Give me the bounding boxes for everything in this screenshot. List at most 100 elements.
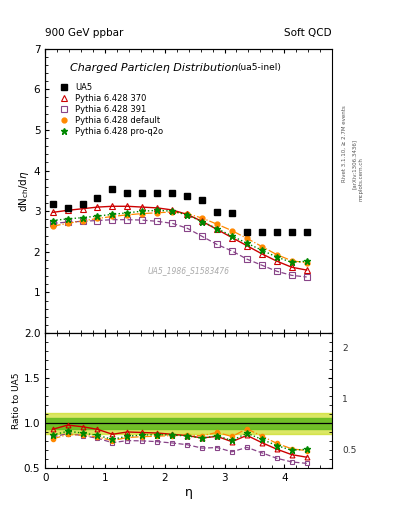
Pythia 6.428 370	[95, 204, 100, 210]
Line: Pythia 6.428 pro-q2o: Pythia 6.428 pro-q2o	[49, 207, 310, 266]
UA5	[185, 193, 189, 199]
Pythia 6.428 391	[110, 217, 115, 223]
Pythia 6.428 370	[110, 203, 115, 209]
Pythia 6.428 391	[155, 218, 160, 224]
Bar	[45, 413, 332, 434]
Line: Pythia 6.428 default: Pythia 6.428 default	[50, 209, 309, 265]
Pythia 6.428 370	[140, 204, 145, 210]
UA5	[140, 190, 145, 196]
Pythia 6.428 391	[289, 272, 294, 279]
Pythia 6.428 default	[244, 236, 249, 242]
Pythia 6.428 391	[125, 217, 130, 223]
Pythia 6.428 pro-q2o	[200, 219, 204, 225]
Text: Charged Particleη Distribution: Charged Particleη Distribution	[70, 63, 238, 73]
Text: 0.5: 0.5	[342, 446, 356, 455]
Pythia 6.428 default	[50, 223, 55, 229]
UA5	[65, 205, 70, 211]
Pythia 6.428 391	[185, 225, 189, 231]
Pythia 6.428 pro-q2o	[95, 213, 100, 219]
Pythia 6.428 370	[200, 218, 204, 224]
Text: 900 GeV ppbar: 900 GeV ppbar	[45, 28, 123, 38]
Pythia 6.428 default	[65, 220, 70, 226]
UA5	[304, 229, 309, 236]
Pythia 6.428 370	[215, 226, 219, 232]
Y-axis label: dN$_{\rm ch}$/d$\eta$: dN$_{\rm ch}$/d$\eta$	[17, 170, 31, 211]
Pythia 6.428 pro-q2o	[244, 240, 249, 246]
Text: UA5_1986_S1583476: UA5_1986_S1583476	[148, 266, 230, 275]
UA5	[125, 190, 130, 196]
X-axis label: η: η	[185, 486, 193, 499]
Text: mcplots.cern.ch: mcplots.cern.ch	[358, 157, 364, 201]
Pythia 6.428 pro-q2o	[80, 215, 85, 221]
Pythia 6.428 default	[170, 209, 174, 215]
Pythia 6.428 pro-q2o	[304, 258, 309, 264]
Pythia 6.428 370	[65, 207, 70, 214]
UA5	[215, 209, 219, 215]
UA5	[274, 229, 279, 236]
Pythia 6.428 391	[304, 274, 309, 280]
Pythia 6.428 391	[244, 256, 249, 262]
Pythia 6.428 370	[289, 264, 294, 270]
Text: 1: 1	[342, 395, 348, 404]
UA5	[50, 201, 55, 207]
Pythia 6.428 default	[304, 260, 309, 266]
UA5	[200, 197, 204, 203]
Pythia 6.428 pro-q2o	[185, 212, 189, 218]
Pythia 6.428 370	[170, 207, 174, 213]
UA5	[170, 190, 174, 196]
Pythia 6.428 default	[80, 218, 85, 224]
Pythia 6.428 default	[230, 228, 234, 234]
Text: [arXiv:1306.3436]: [arXiv:1306.3436]	[352, 139, 357, 189]
Pythia 6.428 370	[259, 251, 264, 257]
UA5	[95, 195, 100, 201]
Pythia 6.428 default	[289, 258, 294, 264]
Pythia 6.428 391	[230, 248, 234, 254]
Pythia 6.428 pro-q2o	[215, 226, 219, 232]
Pythia 6.428 pro-q2o	[170, 208, 174, 214]
Pythia 6.428 391	[259, 262, 264, 268]
Line: Pythia 6.428 391: Pythia 6.428 391	[50, 217, 309, 280]
Pythia 6.428 391	[200, 233, 204, 240]
Pythia 6.428 391	[80, 218, 85, 224]
Pythia 6.428 default	[95, 216, 100, 222]
Pythia 6.428 370	[185, 211, 189, 218]
Text: 2: 2	[342, 344, 347, 353]
Pythia 6.428 pro-q2o	[125, 210, 130, 216]
Pythia 6.428 370	[155, 205, 160, 211]
Pythia 6.428 370	[80, 206, 85, 212]
Line: UA5: UA5	[50, 186, 310, 236]
Pythia 6.428 391	[65, 219, 70, 225]
Pythia 6.428 default	[110, 214, 115, 220]
Bar	[45, 418, 332, 429]
Pythia 6.428 370	[50, 209, 55, 216]
Pythia 6.428 370	[125, 203, 130, 209]
Pythia 6.428 default	[274, 251, 279, 258]
Pythia 6.428 default	[200, 215, 204, 221]
Pythia 6.428 default	[259, 243, 264, 249]
Pythia 6.428 370	[230, 234, 234, 241]
Text: Rivet 3.1.10, ≥ 2.7M events: Rivet 3.1.10, ≥ 2.7M events	[342, 105, 347, 182]
UA5	[155, 190, 160, 196]
Pythia 6.428 391	[170, 220, 174, 226]
Pythia 6.428 pro-q2o	[289, 259, 294, 265]
Pythia 6.428 pro-q2o	[140, 208, 145, 214]
Legend: UA5, Pythia 6.428 370, Pythia 6.428 391, Pythia 6.428 default, Pythia 6.428 pro-: UA5, Pythia 6.428 370, Pythia 6.428 391,…	[55, 81, 165, 138]
UA5	[244, 229, 249, 236]
Pythia 6.428 default	[185, 210, 189, 217]
Y-axis label: Ratio to UA5: Ratio to UA5	[12, 373, 21, 429]
UA5	[110, 186, 115, 192]
Text: (ua5-inel): (ua5-inel)	[237, 63, 281, 72]
Pythia 6.428 pro-q2o	[110, 211, 115, 218]
Line: Pythia 6.428 370: Pythia 6.428 370	[50, 203, 309, 273]
Pythia 6.428 391	[50, 220, 55, 226]
Pythia 6.428 default	[140, 210, 145, 217]
Pythia 6.428 370	[244, 243, 249, 249]
Pythia 6.428 pro-q2o	[274, 254, 279, 260]
Pythia 6.428 default	[215, 221, 219, 227]
Pythia 6.428 pro-q2o	[50, 218, 55, 224]
Pythia 6.428 391	[95, 218, 100, 224]
Pythia 6.428 391	[274, 268, 279, 274]
Pythia 6.428 370	[274, 258, 279, 264]
Pythia 6.428 391	[140, 217, 145, 223]
Pythia 6.428 pro-q2o	[65, 216, 70, 222]
